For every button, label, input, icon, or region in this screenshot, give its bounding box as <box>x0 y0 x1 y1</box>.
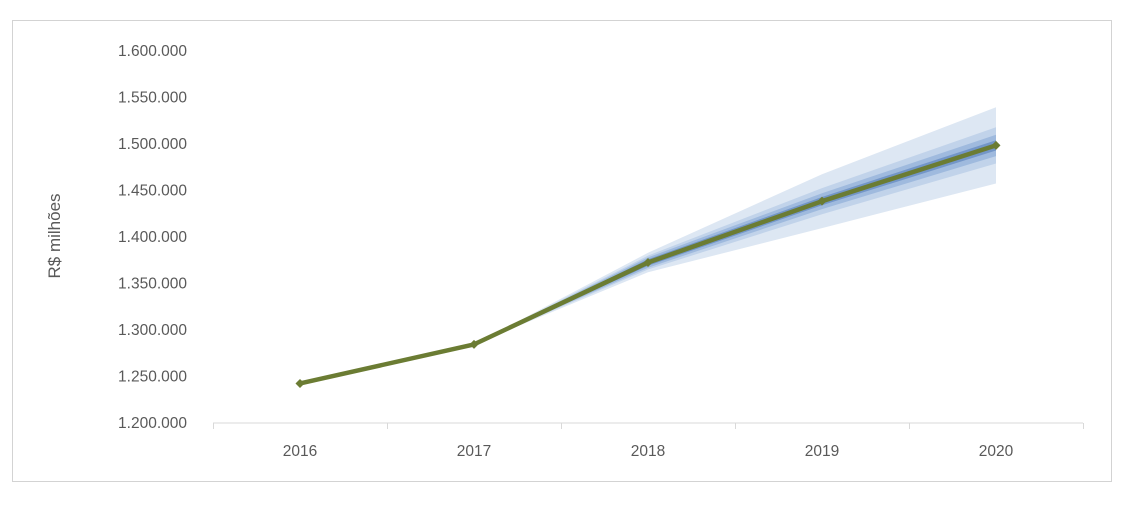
y-tick-label: 1.200.000 <box>118 415 187 432</box>
y-axis-title: R$ milhões <box>45 193 64 278</box>
x-tick-label: 2020 <box>979 443 1014 460</box>
y-tick-label: 1.450.000 <box>118 183 187 200</box>
x-tick-label: 2019 <box>805 443 839 460</box>
chart-frame <box>12 20 1112 482</box>
y-tick-label: 1.600.000 <box>118 43 187 60</box>
series-marker <box>295 378 305 388</box>
y-tick-label: 1.300.000 <box>118 322 187 339</box>
series-marker <box>991 140 1001 150</box>
y-tick-label: 1.350.000 <box>118 276 187 293</box>
fan-band-banda-interna <box>474 140 996 345</box>
x-tick-label: 2018 <box>631 443 665 460</box>
series-marker <box>817 196 827 206</box>
x-tick-label: 2017 <box>457 443 491 460</box>
y-tick-label: 1.500.000 <box>118 136 187 153</box>
series-marker <box>643 258 653 268</box>
y-tick-label: 1.550.000 <box>118 90 187 107</box>
series-marker <box>469 339 479 349</box>
x-tick-label: 2016 <box>283 443 317 460</box>
y-tick-label: 1.400.000 <box>118 229 187 246</box>
y-tick-label: 1.250.000 <box>118 369 187 386</box>
